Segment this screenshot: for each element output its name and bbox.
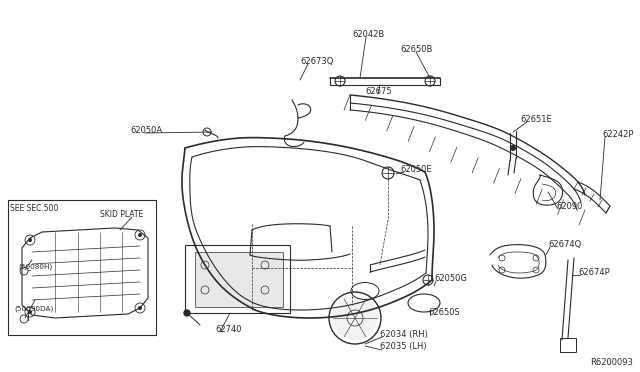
Bar [560, 338, 576, 352]
Text: 62674Q: 62674Q [548, 240, 581, 249]
Circle shape [510, 145, 516, 151]
Text: 62675: 62675 [365, 87, 392, 96]
Text: 62673Q: 62673Q [300, 57, 333, 66]
Circle shape [333, 296, 377, 340]
Text: 62650S: 62650S [428, 308, 460, 317]
Text: 62035 (LH): 62035 (LH) [380, 342, 427, 351]
Text: 62050G: 62050G [434, 274, 467, 283]
Circle shape [28, 238, 32, 242]
Text: (50090DA): (50090DA) [14, 305, 53, 311]
Text: 62651E: 62651E [520, 115, 552, 124]
FancyBboxPatch shape [185, 245, 290, 313]
Text: SKID PLATE: SKID PLATE [100, 210, 143, 219]
Text: 62674P: 62674P [578, 268, 610, 277]
Circle shape [138, 233, 142, 237]
Text: 62034 (RH): 62034 (RH) [380, 330, 428, 339]
Bar [8, 200, 156, 335]
Text: 62050A: 62050A [130, 126, 162, 135]
Text: SEE SEC.500: SEE SEC.500 [10, 204, 58, 213]
Polygon shape [22, 228, 148, 318]
Circle shape [184, 310, 190, 316]
Circle shape [138, 306, 142, 310]
Text: 62042B: 62042B [352, 30, 384, 39]
Text: 62650B: 62650B [400, 45, 433, 54]
Circle shape [28, 310, 32, 314]
Text: 62050E: 62050E [400, 165, 431, 174]
Text: R6200093: R6200093 [590, 358, 633, 367]
Text: 62090: 62090 [556, 202, 582, 211]
Text: 62242P: 62242P [602, 130, 634, 139]
Text: (50080H): (50080H) [18, 263, 52, 269]
Text: 62740: 62740 [215, 325, 241, 334]
Bar [195, 252, 283, 307]
